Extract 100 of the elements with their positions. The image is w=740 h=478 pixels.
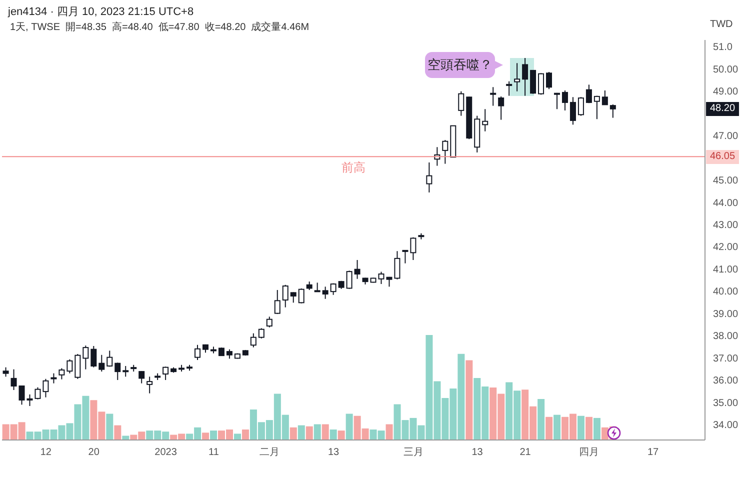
candlestick <box>602 90 608 106</box>
candlestick <box>122 366 129 378</box>
candlestick <box>10 368 17 390</box>
bar <box>593 418 600 440</box>
x-tick-label: 20 <box>88 447 100 458</box>
candlestick <box>562 90 568 111</box>
y-tick-label: 35.00 <box>713 398 738 409</box>
candlestick <box>442 140 448 164</box>
candlestick <box>66 358 73 374</box>
candlestick <box>50 372 57 384</box>
x-tick-label: 11 <box>208 447 220 458</box>
annotation: 46.05 <box>706 150 739 164</box>
x-tick-label: 13 <box>472 447 484 458</box>
candlestick <box>42 378 49 398</box>
y-tick-label: 39.00 <box>713 308 738 320</box>
bar <box>210 430 218 440</box>
x-tick-label: 21 <box>520 447 532 458</box>
candlestick <box>498 96 504 120</box>
bar <box>554 414 561 440</box>
y-tick-label: 44.00 <box>713 198 738 209</box>
bar <box>338 430 345 440</box>
bar <box>538 399 545 440</box>
y-axis-title: TWD <box>710 19 733 30</box>
candlestick <box>250 332 256 348</box>
chart-subtitle: 1天, TWSE 開=48.35 高=48.40 低=47.80 收=48.20 成交量4.46M <box>10 20 310 34</box>
candlestick <box>266 316 272 328</box>
candlestick <box>162 366 169 380</box>
candlestick <box>426 162 432 193</box>
candlestick <box>290 292 296 304</box>
candlestick <box>522 58 528 96</box>
y-tick-label: 43.00 <box>713 220 738 231</box>
bar <box>298 425 305 440</box>
bar <box>106 414 114 440</box>
bar <box>346 414 353 440</box>
y-tick-label: 37.00 <box>713 353 738 364</box>
bar <box>242 430 249 440</box>
y-tick-label: 50.00 <box>713 64 738 76</box>
candlestick <box>394 250 400 280</box>
candlestick <box>578 96 584 116</box>
candlestick <box>2 366 9 378</box>
chart-title: jen4134 · 四月 10, 2023 21:15 UTC+8 <box>8 5 194 19</box>
x-tick-label: 13 <box>328 447 340 458</box>
bar <box>386 424 393 440</box>
bar <box>314 424 321 440</box>
bar <box>585 416 592 440</box>
candlestick <box>322 286 328 300</box>
candlestick <box>586 84 592 104</box>
candlestick <box>610 104 616 118</box>
y-tick-label: 41.00 <box>713 264 738 276</box>
x-tick-label: 四月 <box>579 447 600 458</box>
candlestick <box>410 236 416 260</box>
candlestick <box>138 370 145 384</box>
candlestick <box>258 328 264 339</box>
x-tick-label: 三月 <box>403 447 424 458</box>
candlestick <box>354 260 360 280</box>
candlestick <box>58 368 65 380</box>
bar <box>546 416 553 440</box>
candlestick <box>274 290 280 314</box>
candlestick <box>98 354 105 372</box>
candlestick <box>506 80 512 96</box>
candlestick <box>106 350 113 368</box>
candlestick <box>282 284 288 308</box>
y-tick-label: 42.00 <box>713 242 738 254</box>
candlestick <box>570 96 576 126</box>
y-tick-label: 34.00 <box>713 420 738 431</box>
candlestick <box>74 354 81 380</box>
bar <box>306 426 313 440</box>
y-tick-label: 36.00 <box>713 376 738 387</box>
y-tick-label: 49.00 <box>713 86 738 98</box>
candlestick <box>402 250 408 264</box>
y-tick-label: 51.0 <box>713 42 733 54</box>
candlestick <box>194 344 201 360</box>
y-tick-label: 38.00 <box>713 331 738 342</box>
candlestick <box>298 288 304 304</box>
bar <box>290 427 297 440</box>
candlestick <box>514 62 520 92</box>
annotation: 48.20 <box>706 102 739 116</box>
bar <box>466 360 473 440</box>
y-tick-label: 47.00 <box>713 131 738 142</box>
candlestick <box>482 108 488 132</box>
y-tick-label: 40.00 <box>713 286 738 298</box>
candlestick <box>458 90 464 116</box>
candlestick <box>594 95 600 120</box>
candlestick <box>226 348 232 360</box>
candlestick <box>90 346 97 368</box>
ref-line-label: 前高 <box>342 160 366 175</box>
x-tick-label: 2023 <box>154 447 178 458</box>
candlestick <box>82 345 89 370</box>
x-tick-label: 12 <box>40 447 52 458</box>
x-tick-label: 17 <box>648 447 660 458</box>
x-tick-label: 二月 <box>260 447 280 458</box>
candlestick <box>530 70 536 94</box>
y-tick-label: 45.00 <box>713 176 738 187</box>
candlestick <box>538 72 544 96</box>
bar <box>322 424 329 440</box>
bar <box>234 434 241 440</box>
candlestick <box>546 72 552 90</box>
bar <box>114 425 122 440</box>
bar <box>202 432 210 440</box>
candlestick <box>346 270 352 290</box>
